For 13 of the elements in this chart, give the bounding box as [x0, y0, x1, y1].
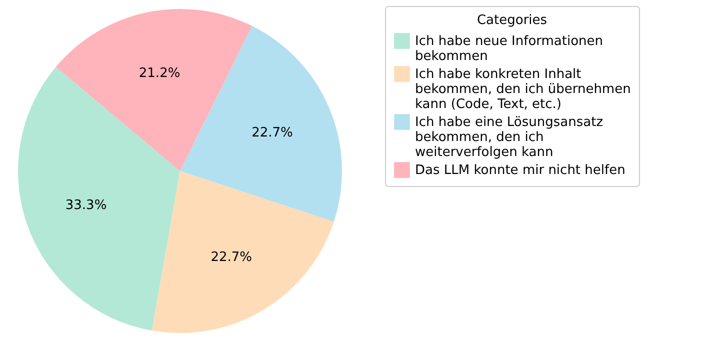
- pie-slice: [56, 9, 252, 171]
- data-label: 22.7%: [252, 125, 293, 140]
- legend-label: Das LLM konnte mir nicht helfen: [415, 163, 626, 178]
- pie-slice: [152, 171, 334, 333]
- legend-label: Ich habe neue Informationen bekommen: [415, 34, 604, 64]
- pie-slice: [180, 26, 342, 222]
- legend-label: Ich habe eine Lösungsansatz bekommen, den ich weiterverfolgen kann: [415, 115, 604, 160]
- data-label: 22.7%: [210, 250, 252, 265]
- data-label: 33.3%: [65, 198, 107, 214]
- pie-slice: [18, 66, 180, 331]
- data-label: 21.2%: [138, 66, 180, 82]
- legend-title: Categories: [476, 13, 548, 28]
- legend-label: Ich habe konkreten Inhalt bekommen, den ich übernehmen kann (Code, Text, etc.): [415, 67, 631, 112]
